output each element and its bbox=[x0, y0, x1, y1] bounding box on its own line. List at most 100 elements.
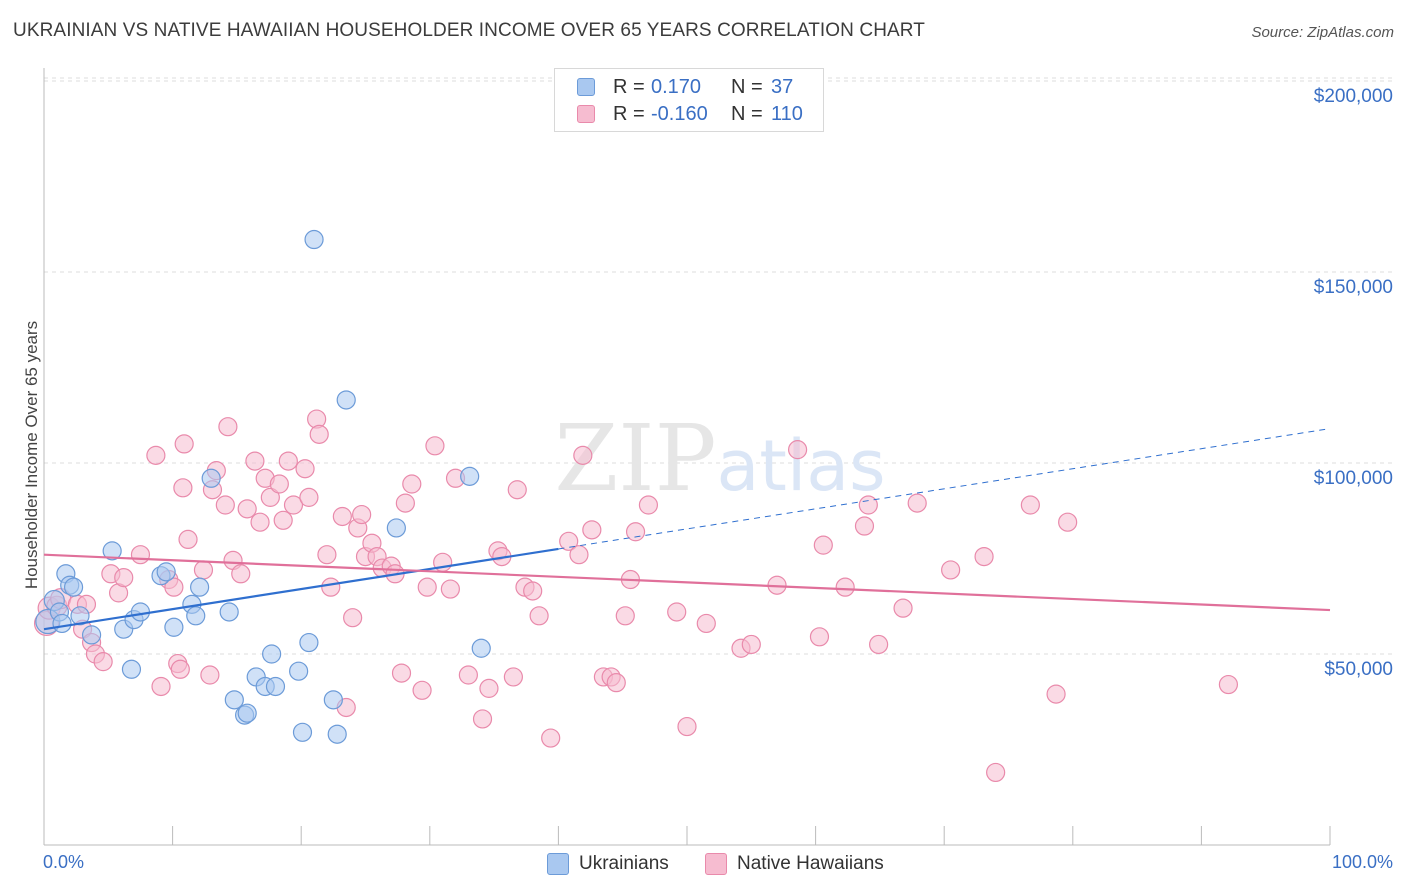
legend-row-native-hawaiians: R = -0.160 N = 110 bbox=[577, 101, 803, 127]
native-hawaiian-point bbox=[309, 424, 329, 444]
legend-r-value: 0.170 bbox=[651, 75, 702, 98]
ukrainian-trend-extension bbox=[558, 428, 1331, 550]
ukrainian-point bbox=[219, 602, 239, 622]
native-hawaiian-point bbox=[941, 560, 961, 580]
native-hawaiian-point bbox=[245, 451, 265, 471]
native-hawaiian-point bbox=[273, 510, 293, 530]
native-hawaiian-point bbox=[425, 436, 445, 456]
ukrainian-point bbox=[81, 625, 102, 645]
ukrainian-point bbox=[52, 613, 72, 634]
legend-n-label: N = bbox=[731, 75, 763, 98]
native-hawaiian-point bbox=[231, 564, 251, 584]
ukrainian-point bbox=[102, 541, 122, 561]
watermark: ZIPatlas bbox=[554, 405, 885, 512]
legend-r-label: R = bbox=[613, 102, 645, 125]
native-hawaiian-point bbox=[278, 451, 298, 471]
ukrainian-point bbox=[292, 722, 313, 742]
native-hawaiian-point bbox=[250, 512, 270, 532]
native-hawaiian-point bbox=[352, 504, 372, 525]
native-hawaiian-point bbox=[696, 613, 716, 634]
native-hawaiian-point bbox=[869, 634, 889, 655]
native-hawaiian-point bbox=[809, 627, 830, 647]
ukrainian-point bbox=[130, 602, 151, 622]
legend-swatch-blue bbox=[577, 78, 595, 96]
native-hawaiian-point bbox=[503, 667, 523, 687]
native-hawaiian-point bbox=[541, 728, 561, 748]
x-tick-label-max: 100.0% bbox=[1331, 852, 1393, 872]
ukrainian-point bbox=[70, 606, 90, 626]
native-hawaiian-point bbox=[391, 663, 412, 683]
native-hawaiian-point bbox=[218, 417, 238, 437]
native-hawaiian-point bbox=[402, 474, 422, 494]
native-hawaiian-point bbox=[170, 659, 190, 679]
ukrainian-point bbox=[201, 468, 221, 488]
legend-swatch-pink bbox=[705, 853, 727, 875]
bottom-legend-native-hawaiians[interactable]: Native Hawaiians bbox=[705, 852, 884, 876]
ukrainian-point bbox=[386, 518, 406, 538]
native-hawaiian-point bbox=[569, 545, 589, 565]
ukrainian-point bbox=[289, 661, 309, 681]
legend-label: Native Hawaiians bbox=[737, 853, 884, 874]
legend-swatch-blue bbox=[547, 853, 569, 875]
native-hawaiian-point bbox=[193, 560, 214, 580]
legend-n-value: 37 bbox=[771, 75, 794, 98]
ukrainian-point bbox=[164, 617, 184, 637]
native-hawaiian-point bbox=[907, 493, 927, 513]
native-hawaiian-point bbox=[677, 716, 697, 737]
ukrainian-point bbox=[460, 466, 480, 486]
native-hawaiian-point bbox=[130, 545, 151, 565]
trend-layer bbox=[43, 428, 1331, 631]
native-hawaiian-point bbox=[813, 535, 833, 555]
y-tick-label: $150,000 bbox=[1313, 277, 1393, 298]
native-hawaiian-point bbox=[295, 459, 315, 479]
native-hawaiian-point bbox=[986, 762, 1006, 783]
native-hawaiian-point bbox=[269, 474, 289, 494]
ukrainian-point bbox=[156, 562, 176, 582]
native-hawaiian-point bbox=[573, 445, 593, 465]
native-hawaiian-point bbox=[615, 606, 635, 626]
native-hawaiian-point bbox=[215, 495, 235, 515]
y-axis-label: Householder Income Over 65 years bbox=[22, 320, 41, 590]
native-hawaiian-point bbox=[417, 577, 437, 597]
native-hawaiian-point bbox=[164, 577, 184, 597]
native-hawaiian-point bbox=[606, 673, 626, 693]
legend-row-ukrainians: R = 0.170 N = 37 bbox=[577, 74, 793, 100]
ukrainian-point bbox=[224, 690, 244, 710]
native-hawaiian-point bbox=[343, 608, 363, 628]
series-layer bbox=[33, 229, 1239, 783]
native-hawaiian-point bbox=[174, 434, 194, 454]
ukrainian-point bbox=[63, 577, 84, 597]
y-tick-label: $100,000 bbox=[1313, 468, 1393, 489]
native-hawaiian-point bbox=[472, 709, 493, 729]
x-tick-label-min: 0.0% bbox=[43, 852, 85, 872]
bottom-legend-ukrainians[interactable]: Ukrainians bbox=[547, 852, 669, 876]
source-credit: Source: ZipAtlas.com bbox=[1251, 24, 1394, 41]
ukrainian-point bbox=[190, 577, 210, 597]
native-hawaiian-point bbox=[638, 495, 659, 515]
native-hawaiian-point bbox=[146, 445, 166, 465]
native-hawaiian-point bbox=[237, 499, 257, 519]
native-hawaiian-point bbox=[395, 493, 415, 513]
ukrainian-point bbox=[327, 724, 347, 744]
native-hawaiian-point bbox=[559, 531, 579, 551]
ukrainian-point bbox=[186, 606, 206, 626]
y-tick-label: $50,000 bbox=[1324, 659, 1393, 680]
legend-r-value: -0.160 bbox=[651, 102, 708, 125]
ukrainian-point bbox=[262, 644, 282, 664]
native-hawaiian-point bbox=[178, 529, 198, 550]
native-hawaiian-point bbox=[974, 546, 994, 567]
legend-label: Ukrainians bbox=[579, 853, 669, 874]
native-hawaiian-point bbox=[1058, 512, 1078, 532]
native-hawaiian-point bbox=[458, 665, 478, 685]
ukrainian-trend-line bbox=[43, 547, 559, 631]
native-hawaiian-point bbox=[835, 577, 855, 597]
native-hawaiian-point bbox=[299, 487, 319, 507]
native-hawaiian-point bbox=[854, 516, 875, 536]
native-hawaiian-point bbox=[260, 487, 280, 507]
native-hawaiian-point bbox=[332, 506, 352, 527]
native-hawaiian-point bbox=[667, 602, 687, 622]
native-hawaiian-point bbox=[529, 606, 549, 626]
ukrainian-point bbox=[237, 703, 257, 723]
native-hawaiian-point bbox=[317, 545, 337, 565]
